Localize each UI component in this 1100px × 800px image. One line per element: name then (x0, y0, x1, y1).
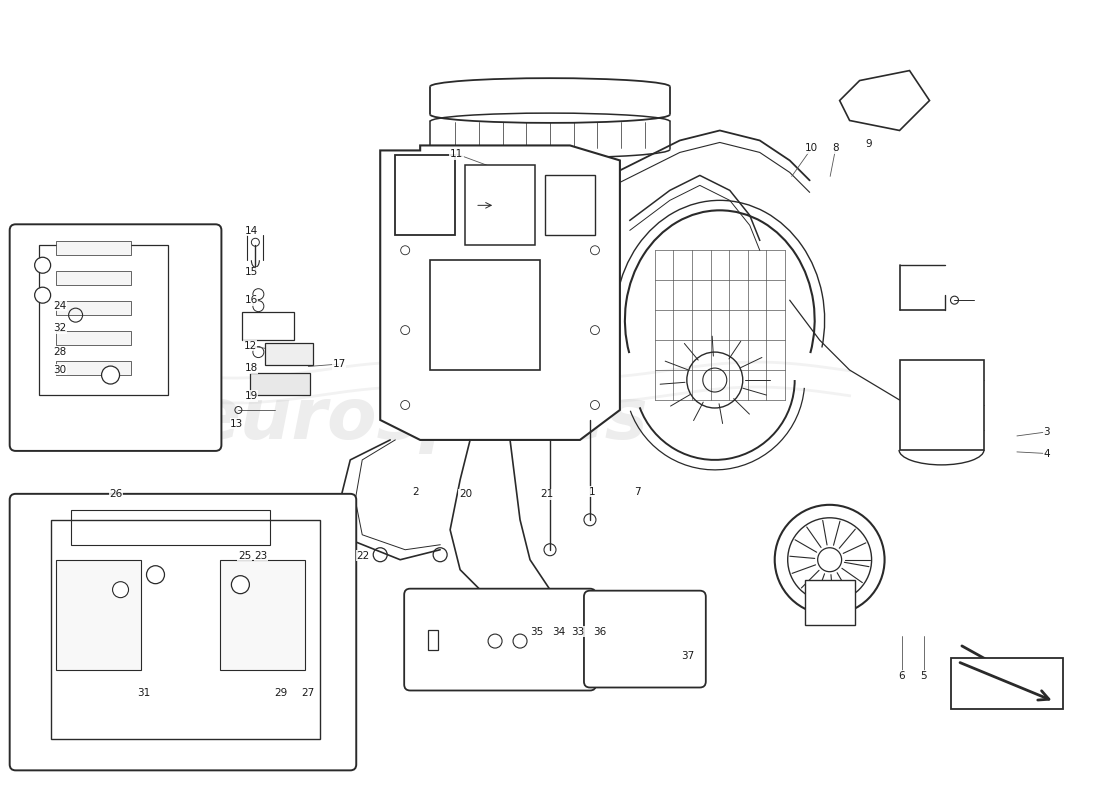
Text: 37: 37 (681, 650, 694, 661)
Text: 4: 4 (1043, 449, 1049, 458)
Text: 20: 20 (459, 490, 472, 499)
Text: 14: 14 (244, 226, 257, 236)
Text: 26: 26 (109, 490, 123, 499)
Text: 11: 11 (450, 149, 463, 159)
Text: 6: 6 (899, 670, 905, 681)
Text: 21: 21 (540, 490, 553, 499)
Polygon shape (31, 425, 56, 440)
Text: 9: 9 (866, 139, 872, 150)
Text: 24: 24 (54, 301, 67, 310)
Polygon shape (544, 175, 595, 235)
Text: 15: 15 (244, 267, 257, 278)
Text: 35: 35 (530, 626, 543, 637)
Text: 10: 10 (805, 143, 818, 154)
Text: 1: 1 (588, 487, 595, 497)
Bar (900, 360, 984, 450)
FancyBboxPatch shape (10, 494, 356, 770)
Text: 3: 3 (1043, 427, 1049, 437)
Bar (220, 560, 306, 670)
Text: 5: 5 (921, 670, 927, 681)
Bar (400, 218, 448, 226)
Text: 7: 7 (635, 487, 641, 497)
Text: 8: 8 (833, 143, 839, 154)
Bar (56, 560, 141, 670)
Bar (805, 580, 855, 625)
Circle shape (513, 634, 527, 648)
Bar (428, 630, 438, 650)
Polygon shape (465, 166, 535, 246)
Text: 13: 13 (230, 419, 243, 429)
Bar (56, 242, 131, 255)
Bar (56, 301, 131, 315)
Text: 18: 18 (244, 363, 257, 373)
Text: 32: 32 (54, 323, 67, 333)
Bar (56, 271, 131, 285)
Circle shape (35, 287, 51, 303)
Polygon shape (23, 430, 53, 448)
FancyBboxPatch shape (584, 590, 706, 687)
Text: 23: 23 (254, 550, 267, 561)
Circle shape (101, 366, 120, 384)
Text: 17: 17 (332, 359, 345, 369)
Bar (400, 172, 448, 180)
Text: 25: 25 (238, 550, 251, 561)
Bar (400, 202, 448, 210)
Text: eurospares: eurospares (191, 386, 649, 454)
Bar (952, 658, 1064, 710)
Bar (51, 520, 320, 739)
Text: 30: 30 (54, 365, 67, 374)
Polygon shape (839, 70, 930, 130)
Circle shape (231, 576, 250, 594)
Circle shape (35, 258, 51, 274)
Text: 28: 28 (54, 347, 67, 357)
Text: 2: 2 (412, 487, 419, 497)
Text: 33: 33 (571, 626, 584, 637)
Bar (56, 361, 131, 375)
Polygon shape (395, 155, 455, 235)
Text: 22: 22 (356, 550, 370, 561)
Circle shape (112, 582, 129, 598)
Bar (56, 331, 131, 345)
Text: 19: 19 (244, 391, 257, 401)
Text: 36: 36 (593, 626, 606, 637)
Bar (265, 343, 313, 365)
Bar (251, 373, 310, 395)
Circle shape (146, 566, 165, 584)
Text: 16: 16 (244, 295, 257, 305)
Bar (70, 510, 271, 545)
Text: 12: 12 (243, 341, 256, 350)
Text: 34: 34 (552, 626, 565, 637)
Polygon shape (430, 260, 540, 370)
Text: 29: 29 (274, 688, 287, 698)
Bar (242, 312, 295, 340)
Bar (39, 246, 168, 395)
Text: 27: 27 (301, 688, 315, 698)
Text: 31: 31 (136, 688, 150, 698)
Bar (400, 187, 448, 195)
FancyBboxPatch shape (404, 589, 596, 690)
FancyBboxPatch shape (10, 224, 221, 451)
Polygon shape (381, 146, 620, 440)
Bar (400, 158, 448, 166)
Circle shape (488, 634, 502, 648)
